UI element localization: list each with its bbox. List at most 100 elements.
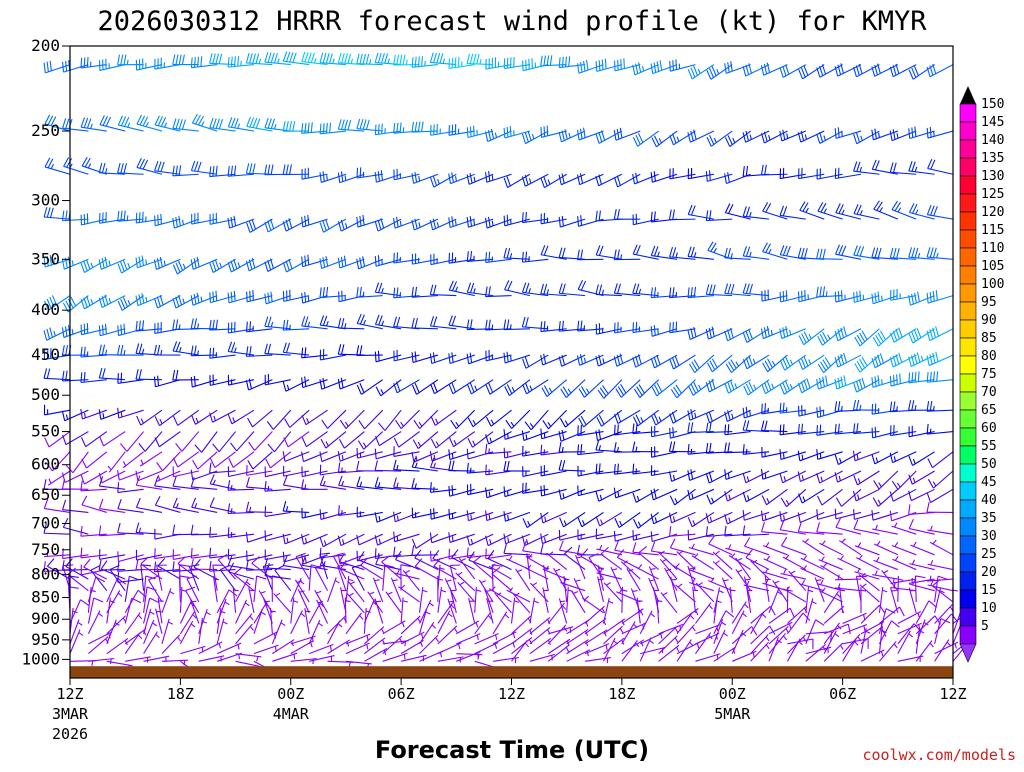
y-tick-label: 350 xyxy=(31,249,60,268)
y-tick-label: 800 xyxy=(31,564,60,583)
y-tick-label: 750 xyxy=(31,540,60,559)
colorbar-label: 45 xyxy=(981,475,997,490)
x-tick-label: 12Z xyxy=(498,685,525,703)
colorbar-swatch xyxy=(960,464,976,482)
colorbar-swatch xyxy=(960,158,976,176)
colorbar-swatch xyxy=(960,446,976,464)
colorbar-swatch xyxy=(960,230,976,248)
y-tick-label: 450 xyxy=(31,345,60,364)
wind-barb xyxy=(953,587,958,613)
x-tick-label: 18Z xyxy=(167,685,194,703)
terrain-strip xyxy=(70,666,953,678)
colorbar-swatch xyxy=(960,554,976,572)
x-tick-label: 06Z xyxy=(829,685,856,703)
colorbar-swatch xyxy=(960,104,976,122)
chart-title: 2026030312 HRRR forecast wind profile (k… xyxy=(97,6,927,37)
colorbar-swatch xyxy=(960,320,976,338)
x-axis-title: Forecast Time (UTC) xyxy=(375,736,649,764)
colorbar-label: 50 xyxy=(981,457,997,472)
y-tick-label: 850 xyxy=(31,587,60,606)
colorbar-swatch xyxy=(960,428,976,446)
y-tick-label: 200 xyxy=(31,36,60,55)
colorbar-swatch xyxy=(960,212,976,230)
colorbar-label: 35 xyxy=(981,511,997,526)
colorbar-label: 20 xyxy=(981,565,997,580)
x-tick-date: 5MAR xyxy=(714,705,751,723)
colorbar-swatch xyxy=(960,302,976,320)
colorbar-swatch xyxy=(960,518,976,536)
y-tick-label: 300 xyxy=(31,191,60,210)
x-tick-date: 4MAR xyxy=(273,705,310,723)
colorbar-label: 150 xyxy=(981,97,1004,112)
colorbar-swatch xyxy=(960,284,976,302)
colorbar-swatch xyxy=(960,338,976,356)
colorbar-swatch xyxy=(960,266,976,284)
colorbar-label: 125 xyxy=(981,187,1004,202)
colorbar-swatch xyxy=(960,590,976,608)
wind-barb xyxy=(45,158,70,174)
x-tick-date: 3MAR xyxy=(52,705,89,723)
colorbar-label: 30 xyxy=(981,529,997,544)
colorbar-swatch xyxy=(960,626,976,644)
y-tick-label: 550 xyxy=(31,422,60,441)
wind-barb xyxy=(44,405,70,415)
colorbar-label: 15 xyxy=(981,583,997,598)
colorbar-label: 140 xyxy=(981,133,1004,148)
colorbar-bottom-arrow xyxy=(960,644,976,662)
colorbar-swatch xyxy=(960,608,976,626)
y-tick-label: 500 xyxy=(31,385,60,404)
y-tick-label: 700 xyxy=(31,513,60,532)
terrain-band xyxy=(70,666,953,678)
x-tick-label: 00Z xyxy=(719,685,746,703)
colorbar-swatch xyxy=(960,248,976,266)
colorbar-swatch xyxy=(960,140,976,158)
y-tick-label: 1000 xyxy=(21,649,60,668)
speed-colorbar: 1501451401351301251201151101051009590858… xyxy=(960,86,1004,662)
colorbar-label: 5 xyxy=(981,619,989,634)
colorbar-label: 55 xyxy=(981,439,997,454)
x-tick-label: 12Z xyxy=(939,685,966,703)
colorbar-label: 70 xyxy=(981,385,997,400)
colorbar-swatch xyxy=(960,374,976,392)
colorbar-label: 90 xyxy=(981,313,997,328)
colorbar-label: 135 xyxy=(981,151,1004,166)
colorbar-label: 65 xyxy=(981,403,997,418)
colorbar-top-arrow xyxy=(960,86,976,104)
colorbar-swatch xyxy=(960,536,976,554)
colorbar-label: 10 xyxy=(981,601,997,616)
colorbar-label: 110 xyxy=(981,241,1004,256)
colorbar-label: 60 xyxy=(981,421,997,436)
colorbar-label: 85 xyxy=(981,331,997,346)
colorbar-label: 145 xyxy=(981,115,1004,130)
colorbar-swatch xyxy=(960,482,976,500)
y-tick-label: 400 xyxy=(31,300,60,319)
colorbar-swatch xyxy=(960,176,976,194)
colorbar-label: 75 xyxy=(981,367,997,382)
colorbar-label: 95 xyxy=(981,295,997,310)
colorbar-swatch xyxy=(960,500,976,518)
colorbar-label: 130 xyxy=(981,169,1004,184)
colorbar-label: 25 xyxy=(981,547,997,562)
colorbar-label: 100 xyxy=(981,277,1004,292)
colorbar-label: 120 xyxy=(981,205,1004,220)
colorbar-label: 105 xyxy=(981,259,1004,274)
y-tick-label: 900 xyxy=(31,609,60,628)
x-tick-label: 00Z xyxy=(277,685,304,703)
colorbar-swatch xyxy=(960,410,976,428)
colorbar-swatch xyxy=(960,356,976,374)
colorbar-label: 40 xyxy=(981,493,997,508)
colorbar-swatch xyxy=(960,572,976,590)
colorbar-swatch xyxy=(960,122,976,140)
x-tick-year: 2026 xyxy=(52,725,88,743)
x-tick-label: 06Z xyxy=(388,685,415,703)
colorbar-label: 115 xyxy=(981,223,1004,238)
y-tick-label: 250 xyxy=(31,121,60,140)
credit-link[interactable]: coolwx.com/models xyxy=(862,746,1016,764)
colorbar-label: 80 xyxy=(981,349,997,364)
colorbar-swatch xyxy=(960,194,976,212)
y-tick-label: 650 xyxy=(31,485,60,504)
x-tick-label: 12Z xyxy=(56,685,83,703)
